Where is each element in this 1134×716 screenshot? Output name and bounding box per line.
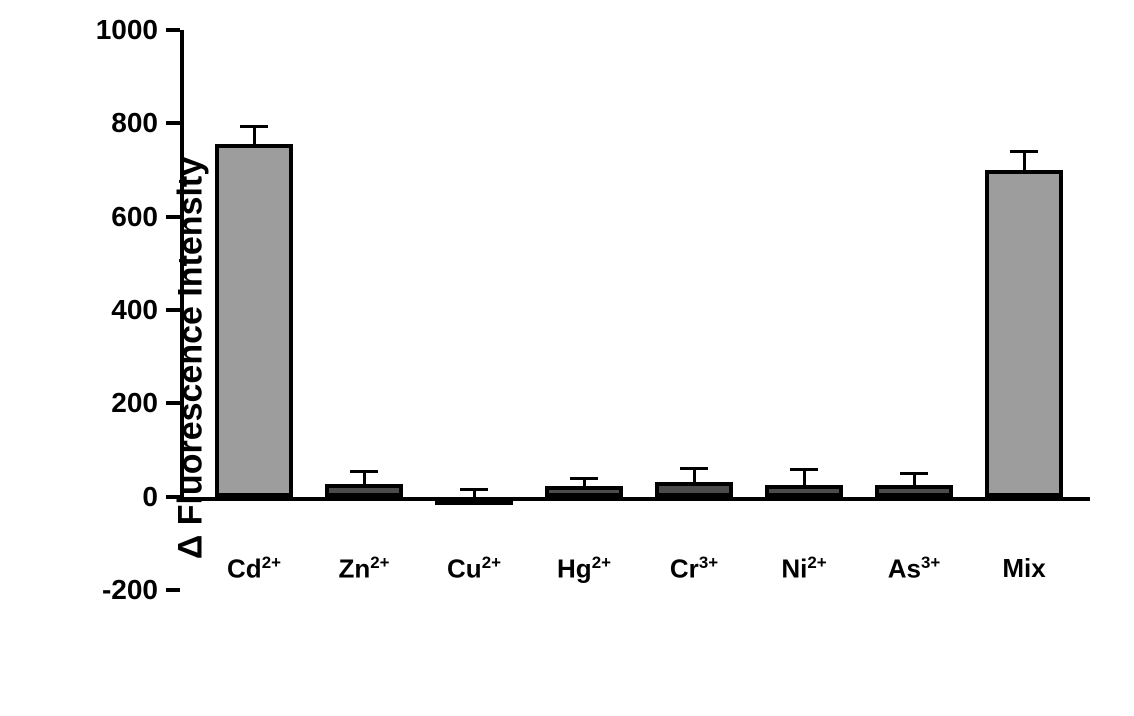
fluorescence-bar-chart: Δ Fluorescence Intensity -20002004006008… [0, 0, 1134, 716]
x-category-label: As3+ [854, 553, 974, 585]
y-tick [166, 495, 180, 499]
plot-area: -20002004006008001000Cd2+Zn2+Cu2+Hg2+Cr3… [180, 30, 1090, 590]
error-bar-line [693, 469, 696, 482]
y-tick-label: 0 [38, 481, 158, 513]
bar [325, 484, 403, 497]
bar [545, 486, 623, 496]
error-bar-line [363, 471, 366, 484]
y-tick-label: 400 [38, 294, 158, 326]
x-category-label: Cd2+ [194, 553, 314, 585]
error-bar-cap [680, 467, 708, 470]
x-category-label: Zn2+ [304, 553, 424, 585]
x-category-label: Mix [964, 553, 1084, 584]
error-bar-line [1023, 151, 1026, 170]
y-tick-label: 800 [38, 107, 158, 139]
y-tick [166, 588, 180, 592]
y-tick-label: 1000 [38, 14, 158, 46]
x-category-label: Ni2+ [744, 553, 864, 585]
y-tick [166, 215, 180, 219]
error-bar-cap [350, 470, 378, 473]
error-bar-cap [900, 472, 928, 475]
error-bar-line [253, 127, 256, 145]
y-tick-label: 200 [38, 387, 158, 419]
y-tick-label: -200 [38, 574, 158, 606]
error-bar-cap [570, 477, 598, 480]
error-bar-cap [790, 468, 818, 471]
bar [985, 170, 1063, 497]
x-axis-line [180, 497, 1090, 501]
y-tick [166, 121, 180, 125]
error-bar-line [803, 470, 806, 485]
error-bar-line [913, 473, 916, 485]
x-category-label: Hg2+ [524, 553, 644, 585]
y-tick [166, 308, 180, 312]
error-bar-line [473, 490, 476, 502]
bar [765, 485, 843, 497]
y-tick [166, 28, 180, 32]
error-bar-cap [1010, 150, 1038, 153]
error-bar-cap [460, 488, 488, 491]
y-axis-line [180, 30, 184, 501]
bar [215, 144, 293, 496]
error-bar-cap [240, 125, 268, 128]
x-category-label: Cr3+ [634, 553, 754, 585]
y-tick-label: 600 [38, 201, 158, 233]
x-category-label: Cu2+ [414, 553, 534, 585]
y-tick [166, 401, 180, 405]
bar [655, 482, 733, 497]
bar [875, 485, 953, 497]
